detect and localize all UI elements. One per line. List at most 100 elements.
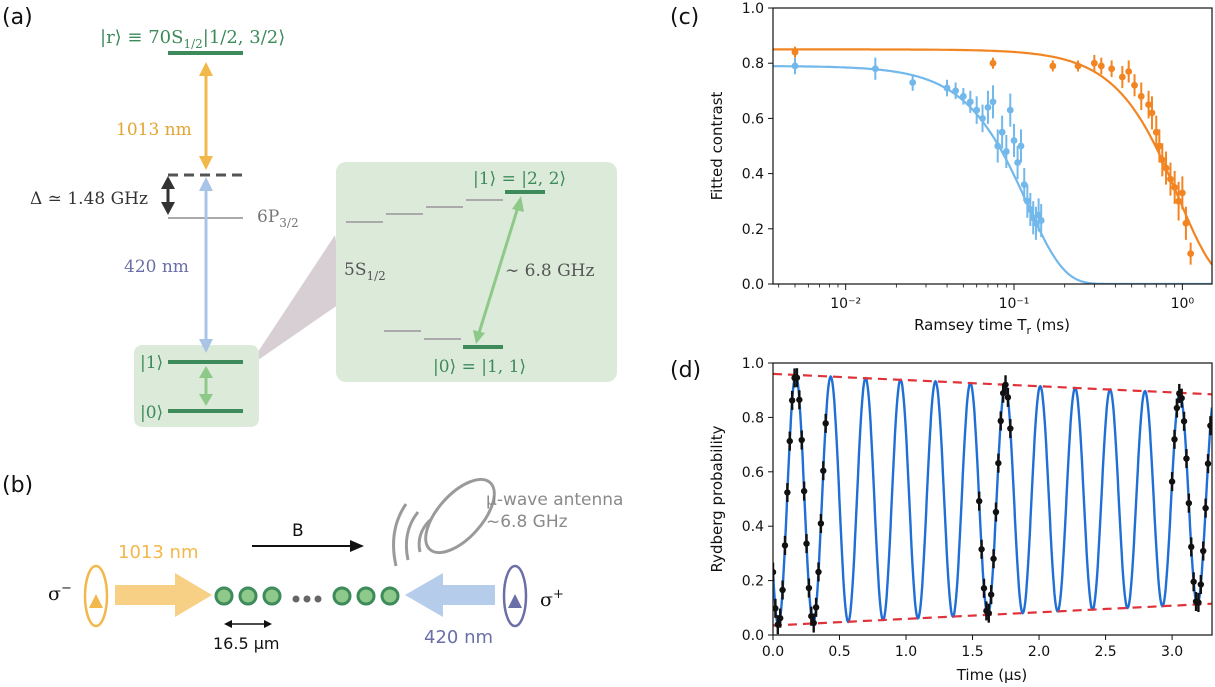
data-point	[779, 586, 786, 594]
label-1013-nm: 1013 nm	[116, 120, 192, 140]
data-point	[812, 604, 820, 611]
fit-curve	[773, 65, 1212, 284]
atom	[262, 586, 282, 606]
qubit-arrow-head-down	[199, 394, 213, 406]
data-point	[788, 397, 796, 404]
data-point	[1004, 394, 1012, 401]
data-point	[793, 374, 801, 381]
y-tick-label: 0.2	[742, 574, 764, 590]
data-point	[1204, 460, 1212, 467]
beam-1013-label: 1013 nm	[118, 542, 198, 563]
ket-1-full-label: |1⟩ = |2, 2⟩	[473, 169, 566, 189]
hyperfine-splitting-label: ∼ 6.8 GHz	[505, 261, 594, 281]
data-point	[1202, 504, 1209, 512]
antenna-label-line1: μ-wave antenna	[486, 490, 623, 510]
lower-envelope	[773, 602, 1212, 627]
ket-0-full-label: |0⟩ = |1, 1⟩	[433, 357, 526, 377]
data-point	[978, 546, 985, 553]
6p-label: 6P3/2	[257, 207, 299, 230]
data-point	[784, 489, 791, 496]
panel-label-c: (c)	[670, 5, 699, 30]
data-point	[987, 591, 995, 598]
data-point	[952, 87, 960, 95]
data-point	[1148, 109, 1156, 117]
data-point	[1178, 189, 1186, 197]
data-point	[773, 605, 779, 612]
upper-envelope	[773, 372, 1212, 396]
y-tick-label: 0.8	[742, 56, 764, 72]
data-point	[989, 98, 997, 106]
polarization-loop	[502, 564, 528, 628]
beam-1013-arrow	[115, 573, 212, 617]
data-point	[805, 584, 813, 592]
data-point	[973, 106, 981, 114]
arrow-1013-head-down	[199, 156, 213, 170]
ket-0-label: |0⟩	[140, 403, 163, 423]
detuning-label: Δ ≃ 1.48 GHz	[30, 189, 148, 209]
data-point	[979, 115, 986, 122]
data-point	[1125, 68, 1133, 75]
x-tick-label: 1.5	[961, 644, 983, 660]
y-tick-label: 0.0	[742, 628, 764, 644]
sigma-minus-label: σ−	[48, 581, 72, 605]
y-tick-label: 0.2	[742, 222, 764, 238]
antenna-label-line2: ~6.8 GHz	[486, 512, 568, 532]
chart-c-xlabel: Ramsey time Tr (ms)	[914, 316, 1070, 337]
y-tick-label: 1.0	[742, 1, 764, 17]
microwave-arrow-head-up	[512, 196, 524, 212]
chart-d-plot-content	[773, 368, 1212, 635]
data-point	[998, 128, 1006, 136]
data-point	[798, 436, 805, 444]
atom-chain	[214, 586, 400, 606]
arrow-1013-head-up	[199, 62, 213, 76]
data-point	[1007, 425, 1014, 432]
panel-label-d: (d)	[670, 358, 701, 383]
ket-1-label: |1⟩	[140, 353, 163, 373]
data-point	[990, 555, 997, 562]
y-tick-label: 0.4	[742, 519, 764, 535]
data-point	[1002, 381, 1009, 388]
data-point	[1131, 81, 1138, 89]
data-point	[817, 520, 825, 527]
antenna-wave	[417, 518, 432, 553]
atom	[380, 586, 400, 606]
data-point	[1020, 181, 1028, 189]
chart-c-frame	[772, 7, 1213, 285]
data-point	[1145, 101, 1152, 108]
data-point	[1006, 106, 1014, 114]
data-point	[1002, 148, 1010, 155]
data-point	[1190, 578, 1197, 585]
arrow-420-head-down	[199, 339, 213, 353]
data-point	[1197, 581, 1205, 588]
data-point	[989, 59, 997, 67]
data-point	[1167, 175, 1174, 183]
chart-d-frame	[772, 362, 1213, 636]
ellipsis-dot	[314, 595, 322, 603]
fit-curve	[773, 48, 1212, 266]
beam-420-label: 420 nm	[424, 627, 493, 648]
data-point	[1118, 73, 1126, 81]
hyperfine-zoom-box	[336, 162, 617, 382]
y-tick-label: 0.0	[742, 277, 764, 293]
data-point	[1152, 128, 1160, 136]
data-point	[796, 396, 803, 403]
data-point	[1049, 62, 1057, 70]
y-tick-label: 0.4	[742, 167, 764, 183]
data-point	[822, 420, 829, 427]
chart-d-ylabel: Rydberg probability	[708, 425, 726, 572]
x-tick-label: 2.5	[1094, 644, 1116, 660]
ellipsis-dot	[303, 595, 311, 603]
arrow-420-head-up	[199, 177, 213, 191]
sigma-plus-icon	[502, 564, 528, 628]
x-tick-label: 10⁰	[1171, 296, 1195, 312]
data-point	[803, 540, 810, 547]
spacing-arrow-head-left	[224, 620, 232, 628]
data-point	[1171, 436, 1178, 443]
y-tick-label: 0.6	[742, 111, 764, 127]
data-point	[1195, 599, 1202, 606]
atom	[238, 586, 258, 606]
atom	[356, 586, 376, 606]
data-point	[959, 92, 967, 100]
x-tick-label: 0.5	[828, 644, 850, 660]
data-point	[1173, 404, 1181, 412]
